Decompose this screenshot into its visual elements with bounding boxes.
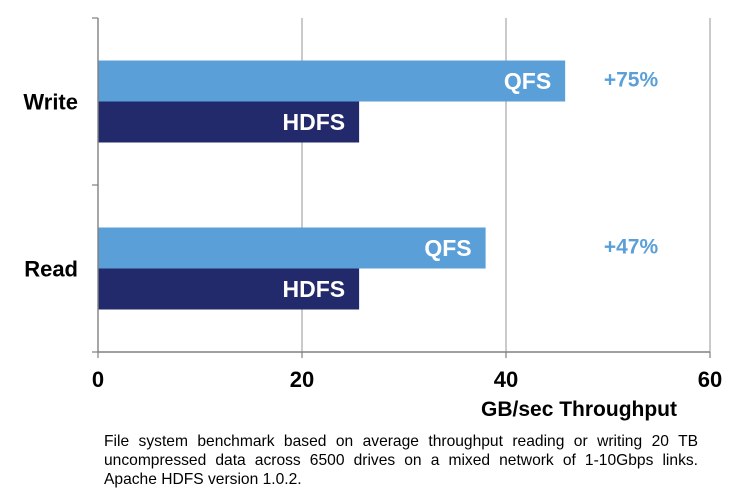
bars xyxy=(98,60,566,310)
bar-series-label: HDFS xyxy=(282,109,345,135)
bar-series-label: QFS xyxy=(424,235,471,261)
x-tick-label: 60 xyxy=(698,367,722,392)
bar-chart: 0 20 40 60 QFS HDFS Write +75% QFS HDFS Read +47% G… xyxy=(23,17,722,421)
bar-hdfs-write xyxy=(98,101,360,143)
improvement-annotation: +75% xyxy=(604,69,659,92)
category-label: Write xyxy=(23,90,78,115)
x-tick-label: 40 xyxy=(494,367,518,392)
improvement-annotation: +47% xyxy=(604,236,659,259)
x-tick-label: 0 xyxy=(92,367,104,392)
bar-series-label: HDFS xyxy=(282,276,345,302)
category-label: Read xyxy=(24,257,78,282)
bar-qfs-write xyxy=(98,60,566,102)
bar-series-label: QFS xyxy=(504,68,551,94)
bar-qfs-read xyxy=(98,227,486,269)
labels: 0 20 40 60 QFS HDFS Write +75% QFS HDFS Read +47% xyxy=(23,68,722,392)
x-tick-label: 20 xyxy=(290,367,314,392)
bar-hdfs-read xyxy=(98,268,360,310)
axes xyxy=(92,17,711,358)
chart-caption: File system benchmark based on average t… xyxy=(104,433,698,488)
x-axis-title: GB/sec Throughput xyxy=(481,398,677,421)
